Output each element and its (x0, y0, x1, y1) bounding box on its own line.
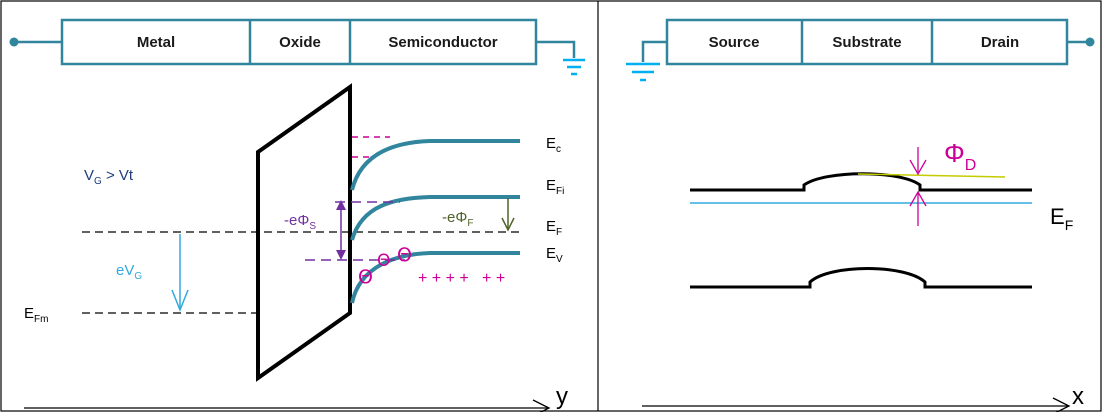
header-oxide: Oxide (279, 34, 321, 51)
ef-label: EF (546, 218, 562, 238)
lower-band (690, 267, 1032, 289)
efi-label: EFi (546, 177, 564, 197)
header-drain: Drain (981, 34, 1019, 51)
left-ground-wire (536, 40, 576, 58)
interface-reference-lines (352, 136, 390, 158)
fermi-potential-arrow-head (501, 217, 515, 232)
left-ground-icon (563, 58, 585, 76)
barrier-arrow-bottom-head (909, 190, 927, 207)
positive-charges: + + + + + + (418, 270, 505, 287)
left-header-box (60, 18, 538, 66)
barrier-arrow-top-head (909, 159, 927, 176)
ev-label: EV (546, 245, 563, 265)
condition-label: VG > Vt (84, 167, 134, 187)
fermi-label: EF (1050, 204, 1073, 233)
surface-potential-guides (305, 201, 405, 261)
electron-symbol-2: Θ (377, 251, 390, 271)
left-header: Metal Oxide Semiconductor (9, 18, 585, 76)
barrier-reference-line (857, 173, 1006, 178)
right-header: Source Substrate Drain (626, 18, 1095, 82)
surface-potential-arrow-head-bottom (336, 250, 346, 260)
band-efi (350, 195, 520, 241)
right-ground-wire (641, 40, 667, 62)
header-substrate: Substrate (832, 34, 901, 51)
fermi-potential-label: -eΦF (442, 209, 473, 229)
surface-potential-arrow-head-top (336, 200, 346, 210)
band-ev (350, 251, 520, 304)
surface-potential-label: -eΦS (284, 212, 316, 232)
electron-symbol-1: Θ (358, 266, 373, 288)
oxide-parallelogram (256, 83, 352, 382)
electron-symbol-3: Θ (397, 244, 412, 266)
band-ec (350, 139, 520, 191)
right-terminal (1085, 37, 1095, 47)
y-axis-arrowhead (532, 399, 551, 412)
x-axis-arrowhead (1052, 397, 1071, 412)
header-source: Source (709, 34, 760, 51)
left-band-diagram: VG > Vt eVG EFm -eΦS -eΦF Ec EFi EF EV Θ… (24, 83, 568, 412)
x-axis-label: x (1072, 383, 1084, 410)
right-ground-icon (626, 62, 660, 82)
gate-voltage-arrow-head (171, 289, 189, 313)
header-metal: Metal (137, 34, 175, 51)
y-axis-label: y (556, 383, 568, 410)
right-header-box (665, 18, 1069, 66)
left-terminal (9, 37, 19, 47)
barrier-label: ΦD (944, 138, 976, 174)
header-semiconductor: Semiconductor (388, 34, 497, 51)
ec-label: Ec (546, 135, 561, 155)
metal-fermi-label: EFm (24, 305, 48, 325)
right-potential-diagram: ΦD EF x (642, 138, 1084, 412)
gate-voltage-label: eVG (116, 262, 142, 282)
